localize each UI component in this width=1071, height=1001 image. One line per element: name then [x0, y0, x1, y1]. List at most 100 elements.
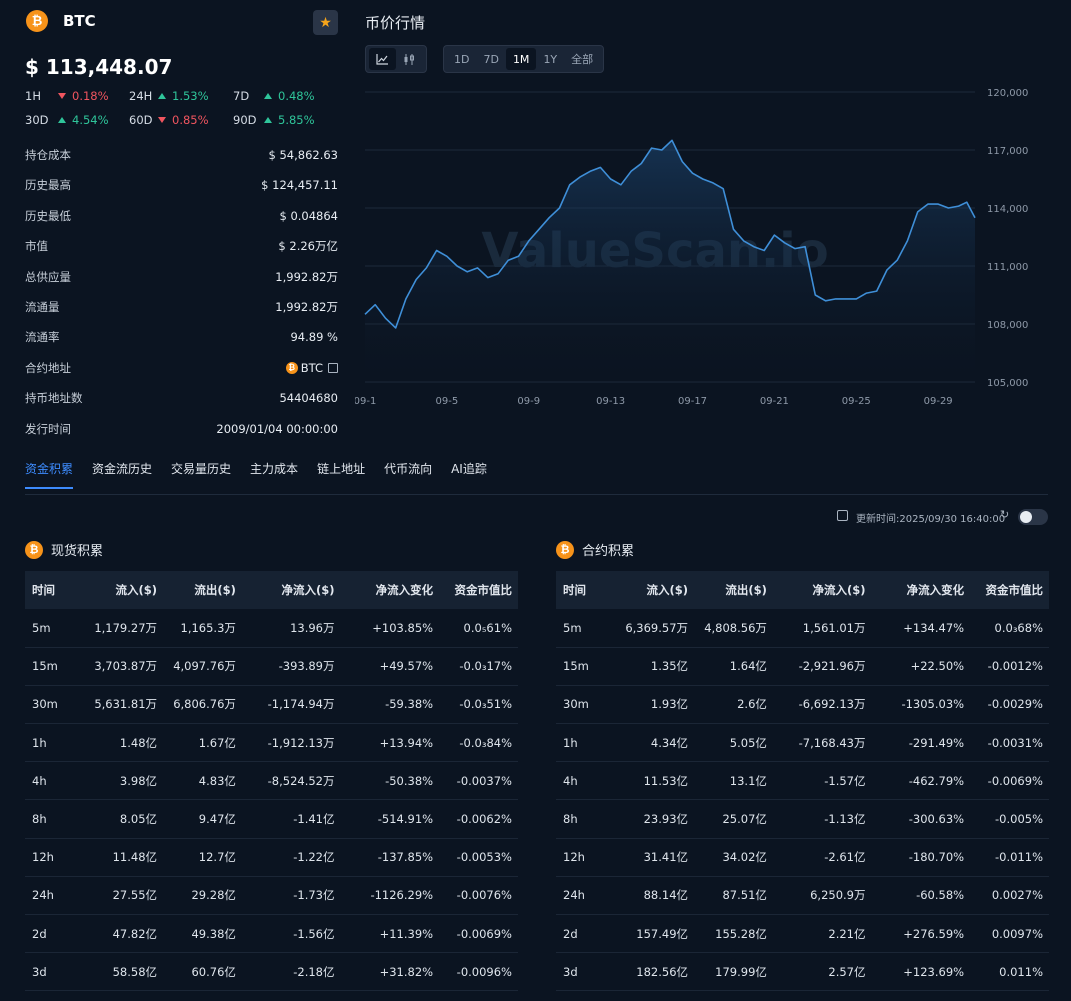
column-header[interactable]: 流入($): [646, 583, 689, 597]
info-value: $ 0.04864: [279, 208, 338, 223]
range-button-1m[interactable]: 1M: [505, 48, 537, 70]
table-cell: -300.63%: [871, 799, 971, 839]
tab-0[interactable]: 资金积累: [25, 460, 74, 489]
y-tick-label: 111,000: [987, 262, 1028, 273]
table-cell: -0.0069%: [439, 914, 518, 954]
info-label: 流通率: [25, 330, 60, 345]
info-label: 持币地址数: [25, 391, 83, 406]
table-cell: -393.89万: [241, 647, 341, 686]
table-cell: 1.35亿: [615, 647, 695, 686]
table-row: 2d 157.49亿 155.28亿 2.21亿 +276.59% 0.0097%: [556, 914, 1049, 954]
candlestick-icon[interactable]: [396, 48, 423, 70]
table-cell: +22.50%: [871, 647, 971, 686]
change-label-24h: 24H: [129, 89, 153, 103]
table-cell: 5m: [25, 609, 85, 648]
table-cell: -0.005%: [970, 799, 1049, 839]
change-value-1h: 0.18%: [58, 89, 109, 103]
table-row: 1h 1.48亿 1.67亿 -1,912.13万 +13.94% -0.0₃84%: [25, 723, 518, 763]
tab-6[interactable]: AI追踪: [451, 462, 487, 476]
auto-refresh-toggle[interactable]: [1018, 509, 1048, 525]
table-cell: 2d: [25, 914, 85, 954]
tab-bar: 资金积累 资金流历史 交易量历史 主力成本 链上地址 代币流向 AI追踪: [25, 460, 487, 489]
tab-5[interactable]: 代币流向: [384, 462, 433, 476]
table-cell: -59.38%: [340, 685, 440, 725]
table-cell: 0.011%: [970, 952, 1049, 992]
column-header[interactable]: 资金市值比: [985, 583, 1044, 597]
table-cell: +103.85%: [340, 609, 440, 648]
table-cell: 5.05亿: [694, 723, 773, 763]
info-row: 流通量 1,992.82万: [25, 292, 338, 322]
table-cell: 1h: [556, 723, 616, 763]
arrow-up-icon: [264, 117, 272, 123]
info-label: 历史最高: [25, 178, 71, 193]
info-label: 持仓成本: [25, 148, 71, 162]
x-tick-label: 09-13: [596, 396, 625, 407]
column-header[interactable]: 流出($): [194, 583, 236, 597]
table-cell: +31.82%: [340, 952, 440, 992]
range-button-1d[interactable]: 1D: [454, 52, 470, 66]
change-label-7d: 7D: [233, 89, 250, 103]
table-row: 1h 4.34亿 5.05亿 -7,168.43万 -291.49% -0.0031%: [556, 723, 1049, 763]
table-row: 15m 1.35亿 1.64亿 -2,921.96万 +22.50% -0.0012%: [556, 647, 1049, 686]
refresh-icon[interactable]: ↻: [1000, 508, 1010, 521]
tab-1[interactable]: 资金流历史: [92, 462, 153, 476]
tab-2[interactable]: 交易量历史: [171, 462, 232, 476]
column-header[interactable]: 净流入($): [281, 583, 335, 597]
table-cell: 13.96万: [241, 609, 341, 648]
table-cell: 1.48亿: [84, 723, 164, 763]
table-cell: 8h: [25, 799, 85, 839]
y-tick-label: 114,000: [987, 204, 1028, 215]
line-chart-icon[interactable]: [369, 48, 396, 70]
range-button-1y[interactable]: 1Y: [543, 52, 558, 66]
table-cell: 0.0027%: [970, 876, 1049, 916]
column-header[interactable]: 时间: [563, 583, 586, 597]
table-cell: -0.011%: [970, 838, 1049, 877]
table-cell: -7,168.43万: [772, 723, 872, 763]
x-tick-label: 09-1: [355, 396, 376, 407]
column-header[interactable]: 资金市值比: [454, 583, 513, 597]
change-label-90d: 90D: [233, 113, 257, 127]
table-cell: -2,921.96万: [772, 647, 872, 686]
table-cell: -514.91%: [340, 799, 440, 839]
column-header[interactable]: 流出($): [725, 583, 767, 597]
tab-3[interactable]: 主力成本: [250, 462, 299, 476]
table-cell: 15m: [556, 647, 616, 686]
tab-divider: [25, 494, 1048, 495]
table-cell: +13.94%: [340, 723, 440, 763]
table-cell: 3d: [25, 952, 85, 992]
table-cell: 24h: [556, 876, 616, 916]
table-cell: -60.58%: [871, 876, 971, 916]
table-cell: 60.76亿: [163, 952, 242, 992]
column-header[interactable]: 净流入变化: [906, 583, 965, 597]
bitcoin-icon: ₿: [285, 361, 298, 374]
table-cell: 12h: [556, 838, 616, 877]
tab-4[interactable]: 链上地址: [317, 462, 366, 476]
range-button-7d[interactable]: 7D: [483, 52, 499, 66]
coin-price: $ 113,448.07: [25, 55, 173, 79]
table-header: 时间 流入($) 流出($) 净流入($) 净流入变化 资金市值比: [25, 571, 518, 609]
table-cell: 157.49亿: [615, 914, 695, 954]
range-button-全部[interactable]: 全部: [571, 53, 594, 66]
column-header[interactable]: 净流入($): [812, 583, 866, 597]
info-value: $ 2.26万亿: [278, 239, 338, 254]
table-cell: 6,369.57万: [615, 609, 695, 648]
table-cell: 11.48亿: [84, 838, 164, 877]
star-icon[interactable]: ★: [313, 10, 338, 35]
table-cell: 4,808.56万: [694, 609, 773, 648]
table-cell: -0.0062%: [439, 799, 518, 839]
table-cell: -1.13亿: [772, 799, 872, 839]
column-header[interactable]: 净流入变化: [375, 583, 434, 597]
info-value: 54404680: [279, 391, 338, 406]
copy-icon[interactable]: [328, 362, 338, 373]
copy-icon[interactable]: [837, 510, 848, 521]
table-cell: -6,692.13万: [772, 685, 872, 725]
column-header[interactable]: 流入($): [115, 583, 158, 597]
table-cell: +276.59%: [871, 914, 971, 954]
table-cell: 155.28亿: [694, 914, 773, 954]
price-line: [364, 139, 976, 329]
info-row: 历史最低 $ 0.04864: [25, 201, 338, 231]
table-cell: -1.22亿: [241, 838, 341, 877]
column-header[interactable]: 时间: [32, 583, 55, 597]
table-cell: -0.0037%: [439, 761, 518, 801]
table-cell: 179.99亿: [694, 952, 773, 992]
